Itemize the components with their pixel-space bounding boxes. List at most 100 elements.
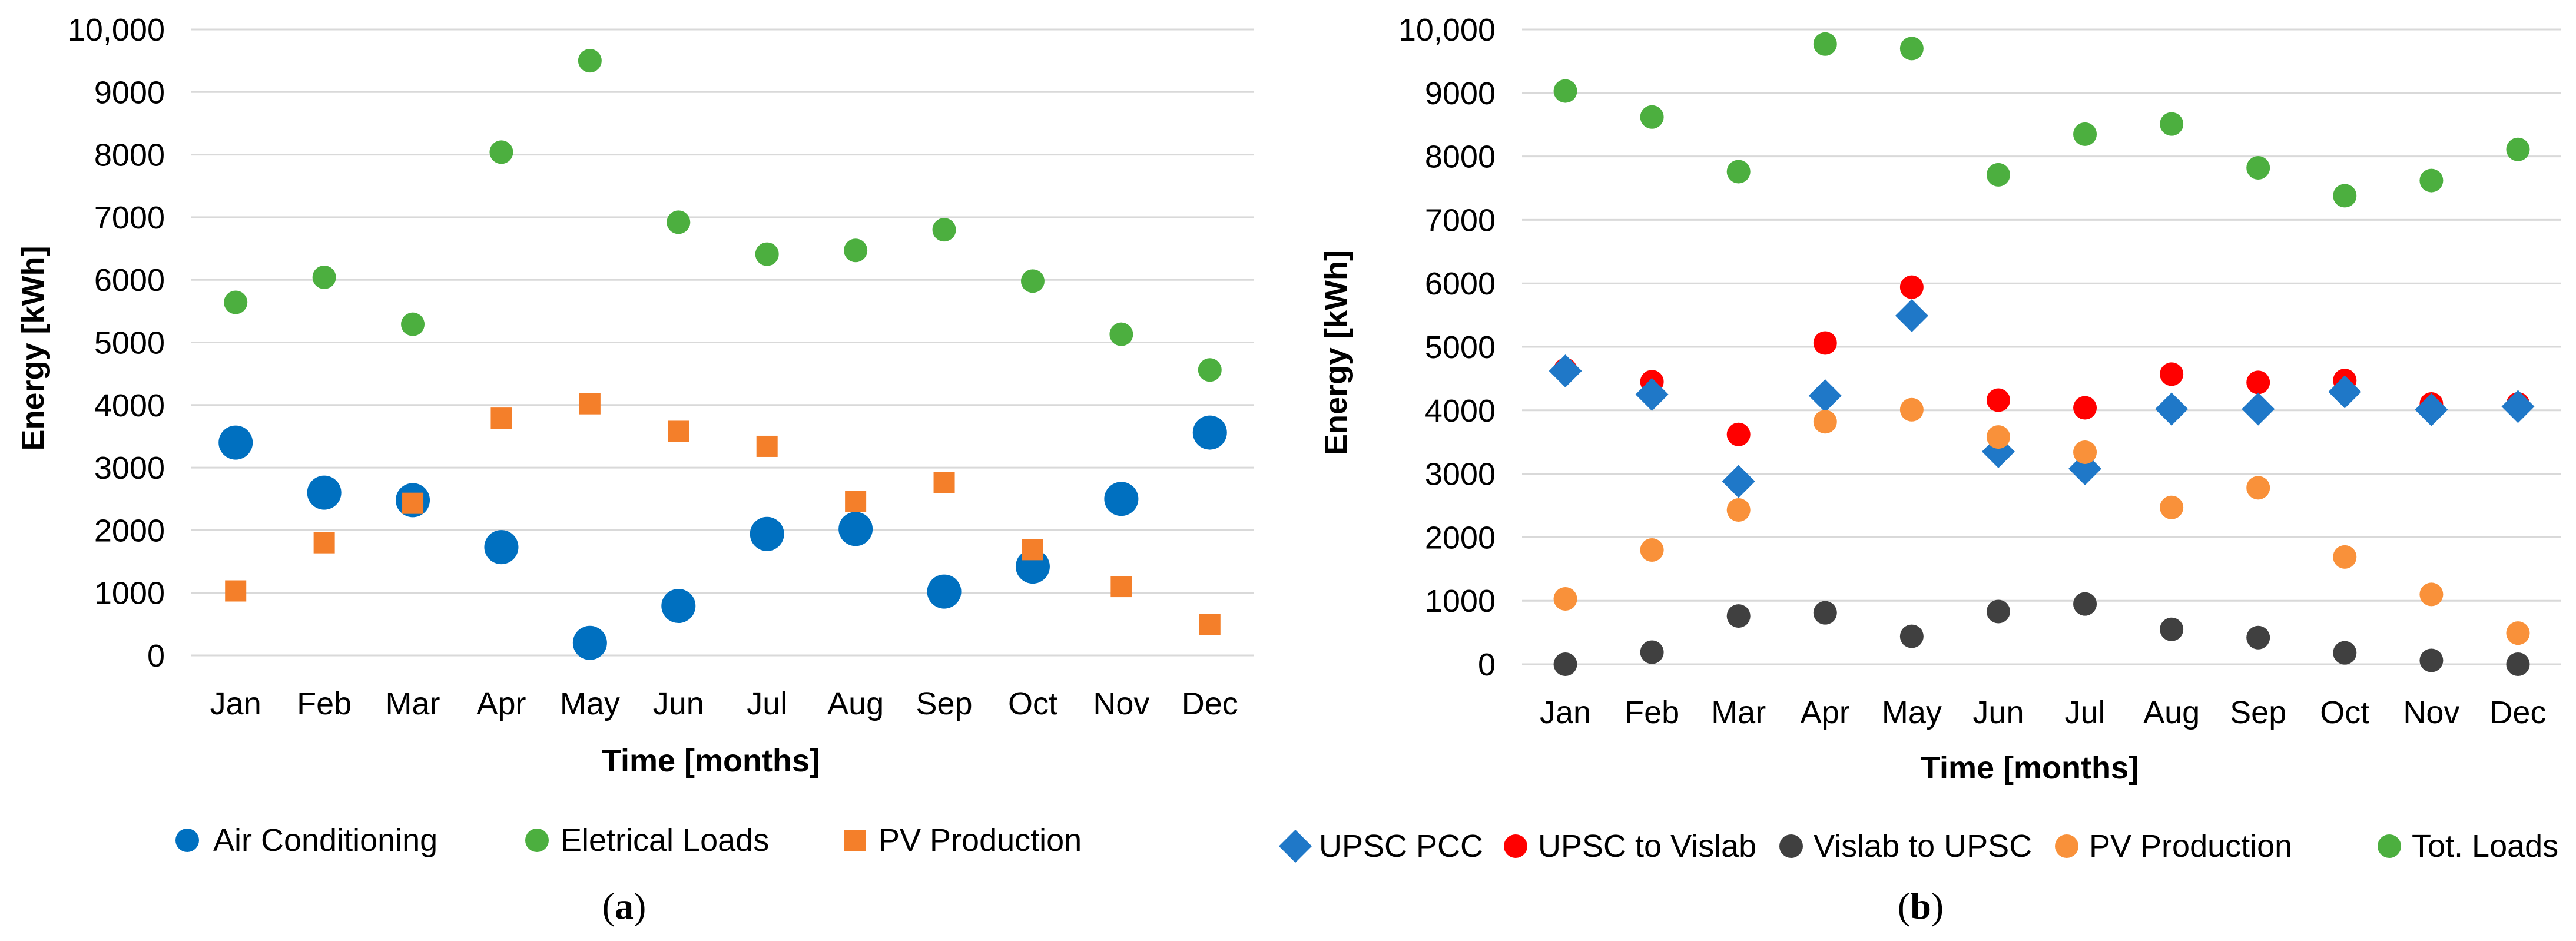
x-tick-label: May (1882, 695, 1942, 730)
x-tick-label: Jul (2065, 695, 2106, 730)
data-point (1986, 425, 2010, 449)
y-tick-label: 7000 (94, 200, 165, 236)
data-point (2160, 362, 2184, 386)
legend-label: Vislab to UPSC (1814, 829, 2032, 864)
data-point (1808, 379, 1842, 413)
legend-marker (175, 829, 199, 852)
data-point (1899, 37, 1924, 61)
x-tick-label: Jan (210, 686, 261, 721)
data-point (1553, 79, 1577, 103)
x-tick-label: Apr (476, 686, 526, 721)
x-tick-label: Aug (2143, 695, 2200, 730)
y-tick-label: 2000 (1425, 520, 1496, 555)
data-point (750, 516, 784, 551)
data-point (1109, 322, 1133, 346)
data-point (1549, 354, 1582, 387)
data-point (1895, 299, 1928, 333)
data-point (755, 242, 779, 266)
chart-a: 0 1000 2000 3000 4000 5000 6000 7000 8000 9000 10,… (15, 12, 1254, 927)
x-tick-label: Jul (747, 686, 787, 721)
legend-item-vislab-to-upsc: Vislab to UPSC (1779, 829, 2032, 864)
y-tick-label: 4000 (94, 388, 165, 423)
data-point (1726, 422, 1751, 446)
x-tick-label: Apr (1801, 695, 1850, 730)
data-point (1640, 640, 1664, 664)
y-tick-label: 8000 (1425, 140, 1496, 175)
legend-marker (2055, 834, 2078, 858)
y-tick-label: 10,000 (68, 12, 165, 48)
y-tick-label: 6000 (1425, 266, 1496, 301)
panel-label-close: ) (1931, 885, 1944, 927)
panel-label-letter: a (615, 885, 634, 927)
data-point (307, 475, 342, 510)
data-point (1553, 587, 1577, 611)
data-point (1726, 498, 1751, 522)
data-point (1192, 415, 1227, 450)
data-point (668, 420, 689, 442)
data-point (2073, 122, 2097, 146)
x-tick-label: Mar (386, 686, 440, 721)
series-tot-loads (1553, 32, 2530, 208)
data-point (2246, 156, 2270, 180)
data-point (2246, 476, 2270, 500)
legend-label: PV Production (878, 823, 1082, 858)
legend-label: Air Conditioning (213, 823, 437, 858)
x-tick-label: Oct (2320, 695, 2369, 730)
x-tick-label: Mar (1711, 695, 1766, 730)
series-pv-production (1553, 397, 2530, 645)
data-point (1198, 358, 1222, 382)
legend-label: PV Production (2089, 829, 2292, 864)
series-air-conditioning (218, 415, 1227, 660)
data-point (224, 290, 248, 314)
y-tick-label: 0 (147, 638, 165, 674)
data-point (225, 580, 247, 602)
data-point (1640, 105, 1664, 129)
data-point (2333, 641, 2357, 665)
data-point (1635, 377, 1669, 411)
data-point (2160, 112, 2184, 136)
data-point (845, 491, 867, 512)
data-point (2246, 625, 2270, 650)
data-point (1022, 539, 1043, 561)
data-point (2073, 592, 2097, 616)
data-point (1899, 275, 1924, 299)
x-axis-title: Time [months] (602, 743, 820, 778)
data-point (313, 532, 335, 554)
legend-label: Eletrical Loads (561, 823, 769, 858)
panel-label-open: ( (1898, 885, 1910, 927)
panel-label-letter: b (1910, 885, 1931, 927)
legend-label: Tot. Loads (2412, 829, 2558, 864)
data-point (1813, 410, 1837, 434)
data-point (1553, 652, 1577, 676)
data-point (1899, 397, 1924, 422)
x-tick-label: Jun (1972, 695, 2024, 730)
y-tick-label: 5000 (94, 326, 165, 361)
data-point (312, 265, 336, 289)
y-tick-label: 10,000 (1398, 12, 1496, 48)
data-point (2073, 440, 2097, 464)
data-point (2419, 168, 2444, 193)
data-point (661, 589, 696, 624)
x-tick-label: Sep (2230, 695, 2286, 730)
data-point (218, 425, 253, 460)
data-point (402, 492, 424, 514)
x-tick-label: Nov (2403, 695, 2459, 730)
legend-marker (1279, 830, 1312, 863)
x-tick-label: Nov (1093, 686, 1149, 721)
series-pv-production (225, 393, 1221, 635)
x-tick-label: Dec (2489, 695, 2546, 730)
data-point (756, 435, 778, 457)
y-tick-label: 2000 (94, 513, 165, 548)
data-point (838, 512, 873, 546)
y-tick-label: 8000 (94, 138, 165, 173)
data-point (579, 393, 601, 415)
series-upsc-to-vislab (1553, 275, 2530, 446)
x-tick-label: Jan (1540, 695, 1591, 730)
data-point (578, 49, 602, 73)
data-point (1986, 163, 2010, 187)
y-tick-label: 9000 (94, 75, 165, 110)
data-point (2242, 392, 2275, 426)
data-point (2419, 582, 2444, 607)
